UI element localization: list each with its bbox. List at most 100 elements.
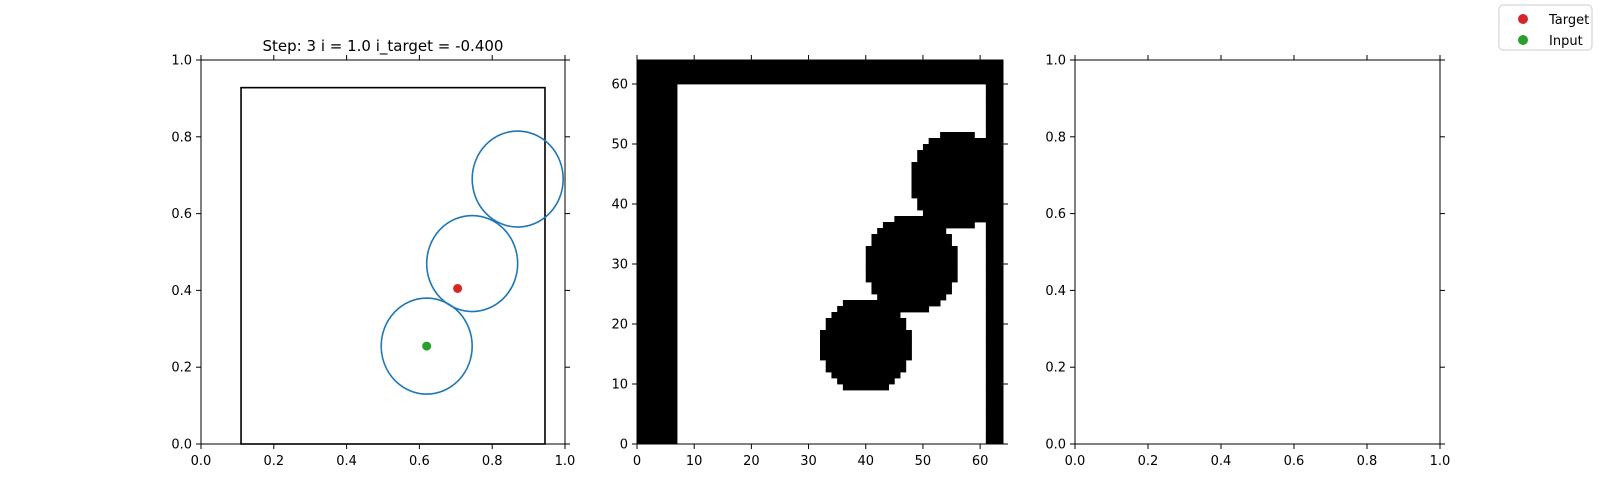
occupied-cell [637,186,678,193]
occupied-cell [637,396,678,403]
occupied-cell [637,102,678,109]
occupied-cell [985,96,1003,103]
x-tick-label: 0.0 [1065,454,1086,469]
occupied-cell [825,324,907,331]
occupied-cell [825,318,907,325]
occupied-cell [637,180,678,187]
x-tick-label: 60 [972,454,989,469]
occupied-cell [865,276,958,283]
occupied-cell [985,378,1003,385]
x-tick-label: 40 [857,454,874,469]
occupied-cell [877,294,947,301]
occupied-cell [842,300,941,307]
occupied-cell [911,192,1003,199]
occupied-cell [637,300,678,307]
occupied-cell [985,360,1003,367]
x-tick-label: 1.0 [555,454,576,469]
occupied-cell [637,348,678,355]
occupied-cell [825,366,907,373]
occupied-cell [637,120,678,127]
occupied-cell [637,132,678,139]
occupied-cell [985,114,1003,121]
axes-frame [1074,59,1441,445]
x-tick-label: 0.2 [1138,454,1159,469]
occupied-cell [985,288,1003,295]
occupied-cell [637,342,678,349]
panel-simulation: 0.0 0.2 0.4 0.6 0.8 1.0 0.0 0.2 0.4 0.6 0.8 1.0 Step… [171,37,575,469]
y-tick-label: 1.0 [171,54,192,69]
occupied-cell [837,378,895,385]
occupied-cell [820,342,912,349]
occupied-cell [985,126,1003,133]
y-tick-label: 60 [611,78,628,93]
occupied-cell [637,324,678,331]
panel-occupancy-grid: 0 10 20 30 40 50 60 0 10 20 30 40 50 60 [611,55,1008,469]
occupied-cell [637,402,678,409]
legend-marker-target [1518,14,1528,24]
occupied-cell [637,306,678,313]
occupied-cell [637,216,678,223]
x-tick-label: 30 [800,454,817,469]
particle-circle-3 [471,130,564,228]
occupied-cell [637,78,1003,85]
occupied-cell [985,120,1003,127]
occupied-cell [985,372,1003,379]
occupied-cell [837,306,930,313]
occupied-cell [985,246,1003,253]
occupied-cell [637,156,678,163]
occupied-cell [820,354,912,361]
y-tick-label: 10 [611,378,628,393]
occupied-cell [637,432,678,439]
x-tick-label: 0.4 [336,454,357,469]
occupied-cell [637,264,678,271]
occupied-cell [928,138,1003,145]
occupied-cell [637,228,678,235]
x-tick-label: 0.0 [191,454,212,469]
grid-cells [637,60,1003,444]
y-tick-label: 0 [620,438,628,453]
occupied-cell [922,144,1003,151]
occupied-cell [882,222,975,229]
x-tick-label: 0.6 [1284,454,1305,469]
occupied-cell [877,228,947,235]
occupied-cell [637,360,678,367]
legend-label-target: Target [1548,13,1589,28]
y-tick-label: 0.8 [171,130,192,145]
occupied-cell [637,162,678,169]
occupied-cell [985,276,1003,283]
occupied-cell [911,168,1003,175]
occupied-cell [985,384,1003,391]
occupied-cell [985,282,1003,289]
occupied-cell [985,402,1003,409]
axes-frame [200,59,566,445]
occupied-cell [637,384,678,391]
occupied-cell [985,318,1003,325]
occupied-cell [637,408,678,415]
occupied-cell [865,264,958,271]
occupied-cell [820,330,912,337]
occupied-cell [637,90,678,97]
occupied-cell [637,330,678,337]
occupied-cell [637,390,678,397]
occupied-cell [637,138,678,145]
occupied-cell [865,270,958,277]
y-tick-label: 0.6 [171,207,192,222]
y-tick-label: 0.8 [1045,130,1066,145]
occupied-cell [637,270,678,277]
occupied-cell [820,348,912,355]
y-tick-label: 0.0 [171,438,192,453]
x-tick-label: 20 [743,454,760,469]
occupied-cell [637,276,678,283]
occupied-cell [637,198,678,205]
occupied-cell [637,312,678,319]
occupied-cell [637,318,678,325]
occupied-cell [985,258,1003,265]
occupied-cell [637,108,678,115]
occupied-cell [917,150,1003,157]
occupied-cell [831,372,901,379]
occupied-cell [637,378,678,385]
occupied-cell [985,432,1003,439]
x-tick-label: 0.8 [1357,454,1378,469]
x-tick-label: 0 [633,454,641,469]
